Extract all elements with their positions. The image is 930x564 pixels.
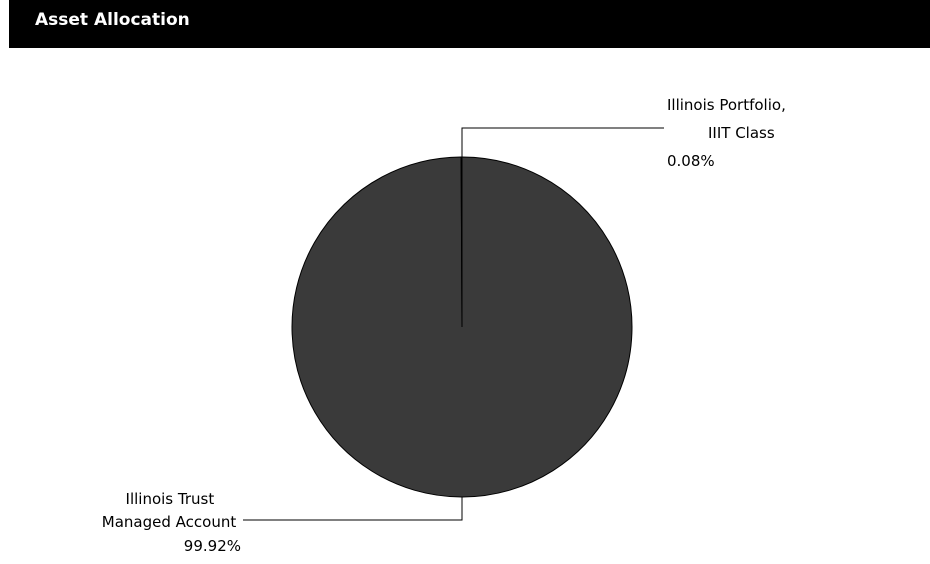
slice-label-portfolio-line2: IIIT Class	[708, 124, 775, 142]
slice-label-trust-line2: Managed Account	[102, 513, 237, 531]
slice-value-trust: 99.92%	[184, 537, 241, 555]
slice-label-trust: Illinois Trust Managed Account 99.92%	[102, 490, 241, 555]
slice-label-trust-line1: Illinois Trust	[126, 490, 215, 508]
leader-line-portfolio	[461, 127, 664, 327]
slice-label-portfolio: Illinois Portfolio, IIIT Class 0.08%	[667, 96, 791, 170]
slice-label-portfolio-line1: Illinois Portfolio,	[667, 96, 786, 114]
header-bar: Asset Allocation	[9, 0, 930, 48]
slice-value-portfolio: 0.08%	[667, 152, 715, 170]
leader-line-trust	[243, 497, 463, 521]
chart-title: Asset Allocation	[35, 10, 190, 30]
